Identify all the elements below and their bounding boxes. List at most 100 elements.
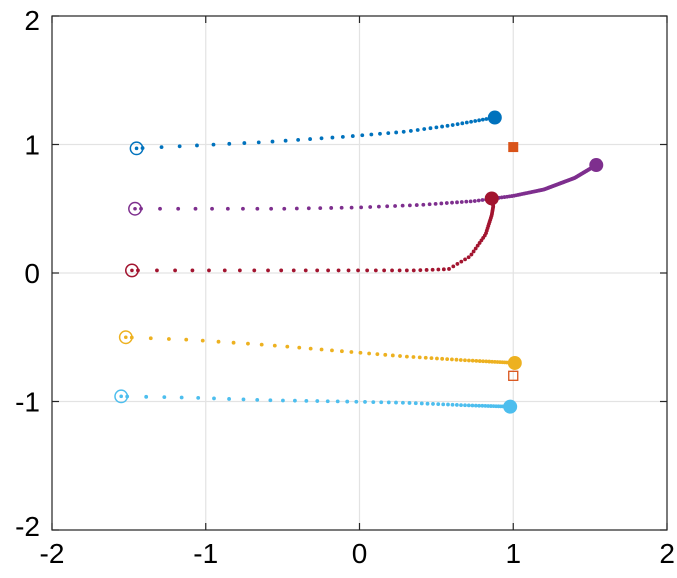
y-tick-label: -1 bbox=[15, 387, 40, 418]
trajectory-point bbox=[140, 146, 145, 150]
trajectory-point bbox=[418, 268, 423, 273]
trajectory-point bbox=[176, 206, 181, 211]
trajectory-point bbox=[421, 202, 426, 207]
trajectory-point bbox=[378, 131, 382, 136]
trajectory-point bbox=[474, 358, 479, 363]
trajectory-point bbox=[291, 268, 296, 273]
trajectory-point bbox=[227, 141, 232, 146]
trajectory-point bbox=[486, 404, 491, 408]
trajectory-point bbox=[136, 268, 140, 273]
trajectory-point bbox=[184, 337, 189, 342]
trajectory-point bbox=[306, 206, 311, 211]
trajectory-point bbox=[450, 200, 454, 205]
trajectory-point bbox=[414, 203, 419, 207]
trajectory-point bbox=[339, 205, 344, 210]
trajectory-point bbox=[477, 359, 482, 363]
trajectory-point bbox=[467, 358, 471, 363]
trajectory-point bbox=[365, 268, 370, 273]
trajectory-point bbox=[460, 121, 465, 126]
trajectory-point bbox=[415, 128, 420, 132]
trajectory-point bbox=[450, 357, 454, 362]
trajectory-point bbox=[373, 268, 378, 273]
trajectory-point bbox=[349, 350, 354, 354]
trajectory-point bbox=[397, 268, 402, 273]
trajectory-point bbox=[386, 131, 391, 136]
trajectory-point bbox=[382, 268, 387, 273]
trajectory-point bbox=[255, 206, 260, 211]
trajectory-point bbox=[139, 206, 143, 211]
y-tick-label: -2 bbox=[15, 511, 40, 542]
trajectory-point bbox=[349, 205, 354, 210]
trajectory-point bbox=[375, 352, 380, 357]
trajectory-point bbox=[433, 201, 438, 206]
end-marker bbox=[484, 191, 499, 206]
trajectory-point bbox=[279, 268, 284, 273]
trajectory-point bbox=[469, 252, 474, 257]
trajectory-point bbox=[424, 268, 429, 272]
trajectory-point bbox=[407, 401, 412, 405]
trajectory-point bbox=[237, 268, 242, 273]
trajectory-point bbox=[459, 200, 464, 204]
trajectory-point bbox=[463, 358, 467, 363]
trajectory-point bbox=[428, 126, 433, 131]
trajectory-point bbox=[434, 125, 439, 130]
trajectory-point bbox=[385, 204, 390, 209]
end-marker bbox=[589, 158, 604, 173]
trajectory-point bbox=[435, 356, 439, 361]
trajectory-point bbox=[411, 268, 416, 273]
trajectory-point bbox=[173, 268, 177, 273]
trajectory-point bbox=[487, 359, 492, 364]
trajectory-point bbox=[335, 399, 340, 404]
trajectory-point bbox=[470, 403, 475, 408]
trajectory-point bbox=[196, 396, 201, 400]
trajectory-point bbox=[430, 267, 435, 272]
trajectory-point bbox=[451, 264, 456, 269]
x-tick-label: 1 bbox=[505, 538, 521, 569]
trajectory-point bbox=[464, 199, 469, 204]
trajectory-point bbox=[386, 400, 391, 405]
trajectory-point bbox=[455, 122, 460, 127]
trajectory-point bbox=[266, 268, 270, 273]
trajectory-point bbox=[401, 400, 405, 405]
trajectory-point bbox=[483, 403, 488, 408]
trajectory-point bbox=[363, 400, 367, 404]
trajectory-point bbox=[454, 357, 459, 362]
trajectory-point bbox=[293, 398, 297, 403]
trajectory-point bbox=[470, 358, 475, 363]
trajectory-point bbox=[429, 356, 434, 361]
trajectory-point bbox=[159, 145, 164, 150]
trajectory-point bbox=[458, 358, 463, 362]
trajectory-point bbox=[158, 206, 162, 211]
trajectory-point bbox=[431, 402, 435, 406]
trajectory-point bbox=[404, 268, 409, 273]
trajectory-point bbox=[330, 348, 334, 353]
trajectory-point bbox=[394, 130, 399, 135]
trajectory-point bbox=[256, 140, 261, 145]
x-tick-label: -1 bbox=[193, 538, 218, 569]
trajectory-point bbox=[155, 268, 159, 273]
trajectory-point bbox=[480, 117, 485, 122]
trajectory-point bbox=[393, 204, 397, 208]
trajectory-point bbox=[484, 359, 489, 364]
x-tick-label: -2 bbox=[40, 538, 65, 569]
start-marker-center bbox=[124, 335, 128, 340]
trajectory-point bbox=[315, 268, 320, 273]
trajectory-point bbox=[427, 202, 432, 207]
trajectory-point bbox=[376, 204, 381, 209]
trajectory-point bbox=[200, 338, 205, 343]
trajectory-point bbox=[282, 206, 287, 211]
trajectory-point bbox=[369, 132, 374, 137]
trajectory-point bbox=[473, 246, 478, 251]
trajectory-point bbox=[285, 344, 290, 349]
trajectory-point bbox=[283, 138, 288, 143]
trajectory-point bbox=[308, 346, 313, 351]
start-marker-center bbox=[130, 268, 134, 273]
trajectory-point bbox=[193, 206, 198, 211]
trajectory-point bbox=[318, 206, 323, 211]
trajectory-point bbox=[222, 268, 227, 273]
trajectory-point bbox=[379, 400, 384, 405]
trajectory-point bbox=[468, 199, 473, 204]
trajectory-point bbox=[212, 396, 216, 401]
trajectory-point bbox=[480, 403, 485, 408]
